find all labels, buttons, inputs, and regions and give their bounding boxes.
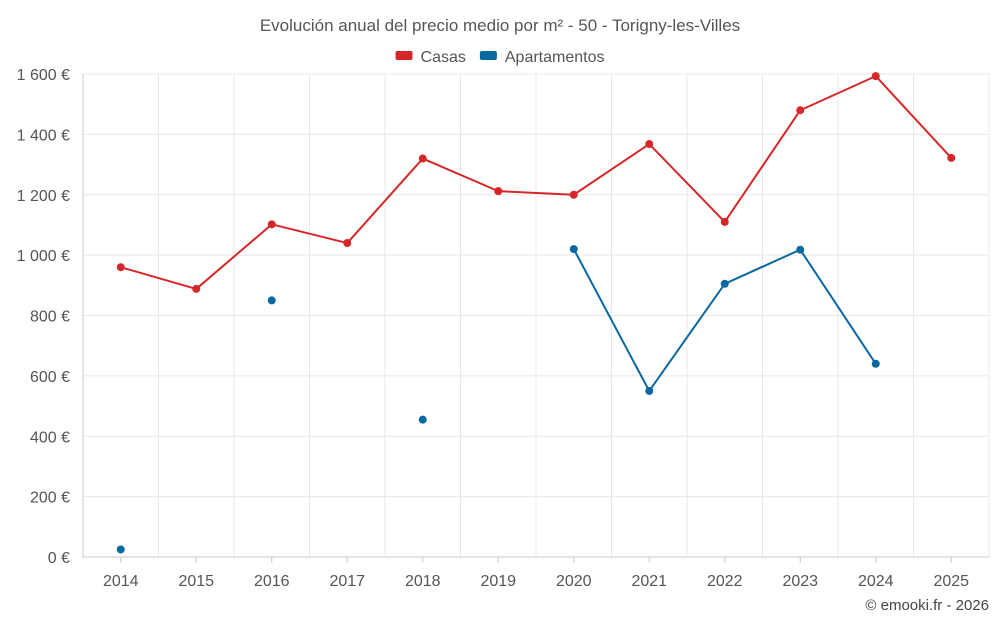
x-tick-label: 2022 xyxy=(707,573,743,590)
data-point-casas[interactable] xyxy=(494,187,503,196)
data-point-casas[interactable] xyxy=(192,284,201,293)
y-tick-label: 0 € xyxy=(48,550,70,567)
credit-label: © emooki.fr - 2026 xyxy=(865,597,989,614)
data-point-apartamentos[interactable] xyxy=(645,386,654,395)
y-axis: 0 € 200 € 400 € 600 € 800 € 1 000 € 1 200 € 1 4… xyxy=(17,67,84,567)
y-tick-label: 200 € xyxy=(30,490,70,507)
series-layer xyxy=(116,72,956,554)
series-line-casas xyxy=(120,75,952,290)
x-tick-label: 2018 xyxy=(405,573,441,590)
x-tick-label: 2020 xyxy=(556,573,592,590)
y-tick-label: 1 600 € xyxy=(17,67,70,84)
legend-item-apartamentos[interactable]: Apartamentos xyxy=(479,49,605,66)
data-point-casas[interactable] xyxy=(267,220,276,229)
data-point-apartamentos[interactable] xyxy=(116,545,125,554)
x-tick-label: 2024 xyxy=(858,573,894,590)
legend-label: Casas xyxy=(421,49,466,66)
x-tick-label: 2017 xyxy=(329,573,365,590)
data-point-casas[interactable] xyxy=(720,217,729,226)
x-tick-label: 2023 xyxy=(782,573,818,590)
grid xyxy=(82,73,990,557)
data-point-casas[interactable] xyxy=(796,106,805,115)
y-tick-label: 800 € xyxy=(30,309,70,326)
series-casas xyxy=(116,72,956,293)
x-tick-label: 2021 xyxy=(631,573,667,590)
y-tick-label: 1 400 € xyxy=(17,127,70,144)
x-tick-label: 2015 xyxy=(178,573,214,590)
legend-swatch xyxy=(479,51,497,60)
data-point-apartamentos[interactable] xyxy=(267,296,276,305)
data-point-apartamentos[interactable] xyxy=(569,245,578,254)
x-tick-label: 2014 xyxy=(103,573,139,590)
legend-swatch xyxy=(395,51,413,60)
data-point-casas[interactable] xyxy=(645,140,654,149)
y-tick-label: 600 € xyxy=(30,369,70,386)
data-point-casas[interactable] xyxy=(947,153,956,162)
y-tick-label: 400 € xyxy=(30,429,70,446)
series-line-apartamentos xyxy=(572,248,877,392)
x-tick-label: 2016 xyxy=(254,573,290,590)
legend[interactable]: Casas Apartamentos xyxy=(395,49,605,66)
data-point-casas[interactable] xyxy=(116,263,125,272)
data-point-apartamentos[interactable] xyxy=(871,359,880,368)
data-point-apartamentos[interactable] xyxy=(418,415,427,424)
x-tick-label: 2019 xyxy=(480,573,516,590)
data-point-apartamentos[interactable] xyxy=(796,245,805,254)
y-tick-label: 1 000 € xyxy=(17,248,70,265)
data-point-casas[interactable] xyxy=(418,154,427,163)
x-tick-label: 2025 xyxy=(933,573,969,590)
x-axis: 2014 2015 2016 2017 2018 2019 2020 2021 2022 2023… xyxy=(83,556,989,590)
data-point-casas[interactable] xyxy=(343,239,352,248)
chart-title: Evolución anual del precio medio por m² … xyxy=(260,16,740,35)
data-point-apartamentos[interactable] xyxy=(720,279,729,288)
legend-item-casas[interactable]: Casas xyxy=(395,49,466,66)
series-apartamentos xyxy=(116,245,880,554)
legend-label: Apartamentos xyxy=(505,49,605,66)
data-point-casas[interactable] xyxy=(871,72,880,81)
data-point-casas[interactable] xyxy=(569,190,578,199)
y-tick-label: 1 200 € xyxy=(17,188,70,205)
